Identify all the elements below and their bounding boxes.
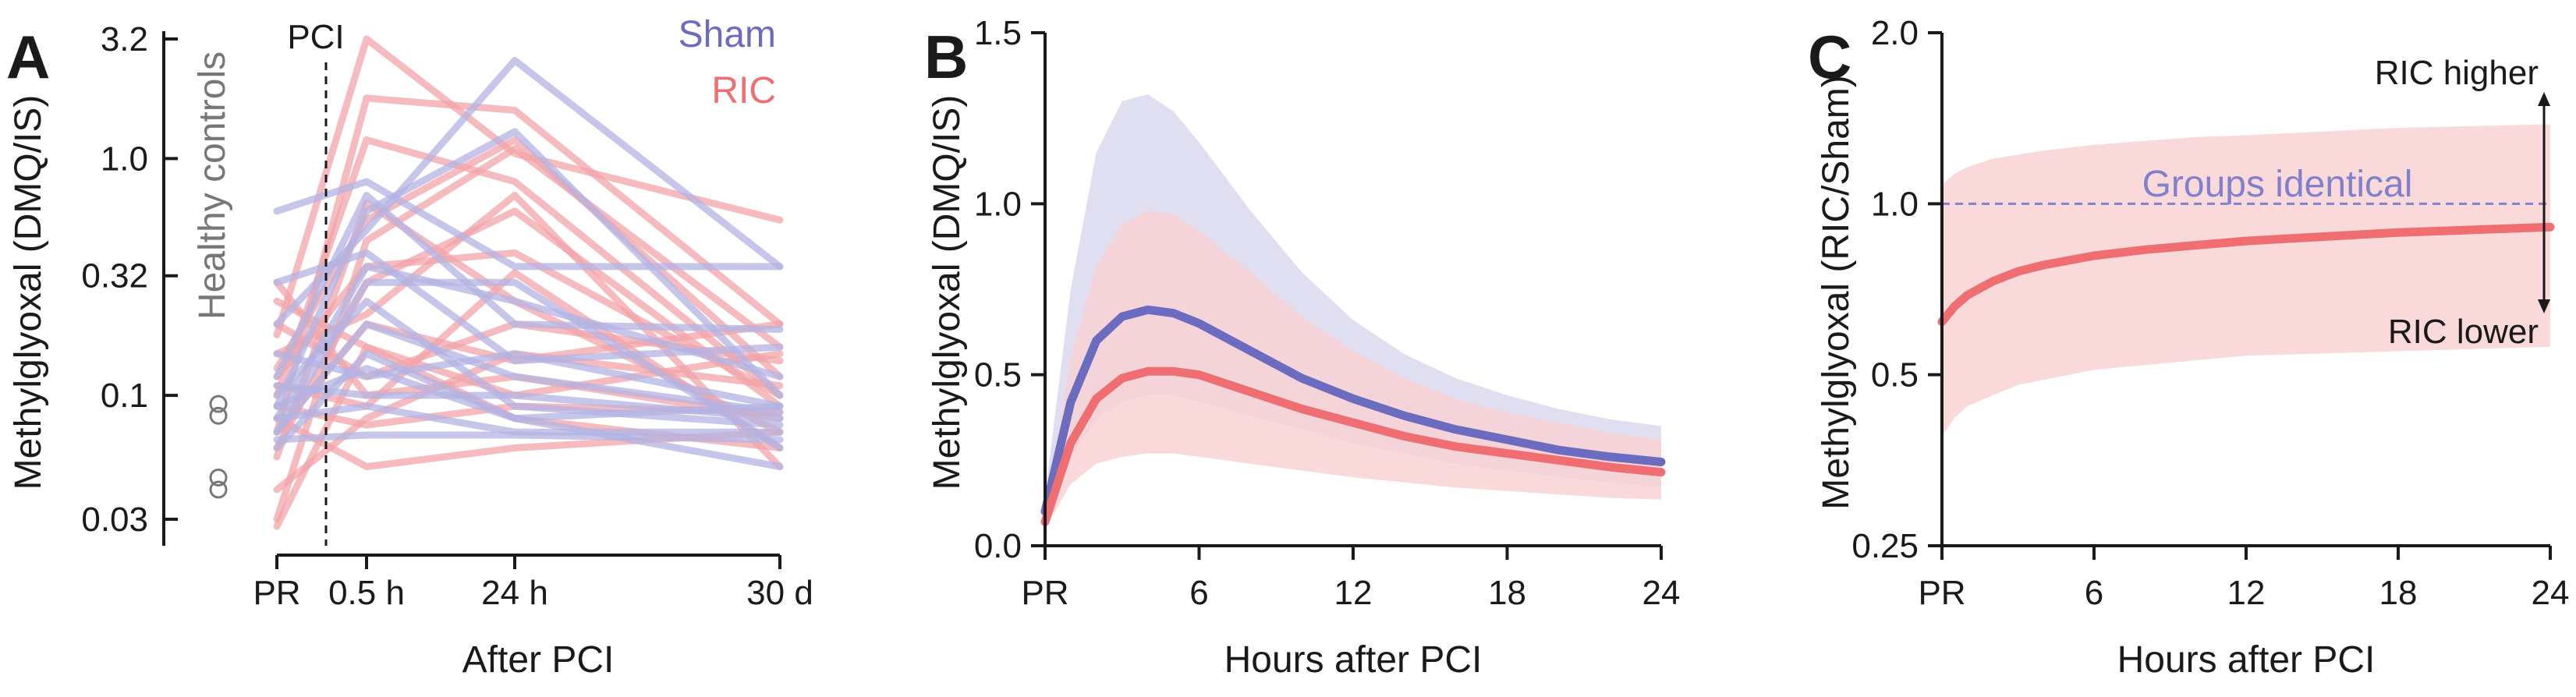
panel-c: C Groups identical RIC higher RIC lower … [1808, 14, 2569, 681]
panel-b-x-tick-label-2: 12 [1334, 574, 1373, 612]
panel-a-x-ticks: PR 0.5 h 24 h 30 d [253, 555, 813, 612]
panel-c-plot [1937, 124, 2555, 437]
panel-c-y-tick-label-2: 1.0 [1871, 185, 1919, 223]
legend-ric: RIC [711, 70, 776, 111]
panel-b-x-tick-label-1: 6 [1189, 574, 1208, 612]
panel-b-x-tick-label-4: 24 [1642, 574, 1681, 612]
healthy-controls-points [209, 394, 228, 499]
sham-subject-line-21 [273, 192, 784, 380]
sham-subject-line-29 [273, 402, 784, 436]
sham-subject-line-27 [273, 350, 784, 410]
legend-sham: Sham [679, 14, 776, 55]
panel-b-letter: B [924, 23, 968, 91]
panel-a-y-tick-label-1: 0.1 [101, 377, 148, 415]
panel-c-y-tick-label-1: 0.5 [1871, 356, 1919, 394]
panel-a: A PCI Healthy controls Sham RIC 0.030.10… [6, 14, 813, 681]
pci-label: PCI [287, 18, 344, 56]
healthy-control-point-2 [209, 469, 228, 486]
sham-subject-line-31 [273, 278, 784, 451]
panel-c-x-tick-label-1: 6 [2085, 574, 2103, 612]
groups-identical-label: Groups identical [2142, 164, 2413, 205]
sham-subject-line-28 [273, 249, 784, 365]
panel-c-x-tick-label-0: PR [1918, 574, 1965, 612]
panel-b-y-tick-label-0: 0.0 [974, 527, 1022, 565]
panel-a-series [273, 35, 784, 530]
ric-mean-curve [1040, 366, 1666, 526]
ric-subject-line-14 [273, 136, 784, 380]
sham-subject-line-32 [273, 365, 784, 423]
sham-subject-line-24 [273, 320, 784, 436]
healthy-control-point-0 [209, 394, 228, 413]
panel-b-y-label: Methylglyoxal (DMQ/IS) [927, 95, 968, 490]
panel-b-plot [1040, 94, 1666, 529]
panel-b-y-ticks: 0.0 0.5 1.0 1.5 [974, 14, 1045, 565]
panel-c-y-ticks: 0.25 0.5 1.0 2.0 [1851, 14, 1942, 565]
panel-c-y-tick-label-3: 2.0 [1871, 14, 1919, 52]
ratio-confidence-band [1942, 124, 2550, 437]
panel-a-legend: Sham RIC [679, 14, 776, 111]
panel-a-x-tick-label-3: 30 d [746, 574, 813, 612]
ric-lower-label: RIC lower [2388, 313, 2539, 351]
ric-higher-label: RIC higher [2375, 54, 2539, 92]
panel-b-x-tick-label-0: PR [1021, 574, 1068, 612]
ric-confidence-band [1045, 211, 1661, 529]
panel-a-y-ticks: 0.03 0.1 0.32 1.0 3.2 [81, 20, 178, 539]
panel-a-x-tick-label-1: 0.5 h [328, 574, 405, 612]
panel-a-y-tick-label-4: 3.2 [101, 20, 148, 58]
sham-subject-line-25 [273, 350, 784, 471]
ric-subject-line-12 [273, 192, 784, 471]
panel-b-x-tick-label-3: 18 [1488, 574, 1526, 612]
panel-c-x-label: Hours after PCI [2117, 639, 2376, 681]
panel-c-y-tick-label-0: 0.25 [1851, 527, 1919, 565]
panel-c-x-ticks: PR 6 12 18 24 [1918, 546, 2569, 612]
panel-b: B 0.0 0.5 1.0 1.5 PR 6 12 18 24 Methylglyoxal (… [924, 14, 1680, 681]
panel-c-x-tick-label-2: 12 [2227, 574, 2266, 612]
ric-direction-arrow [2538, 92, 2550, 313]
sham-subject-line-19 [273, 56, 784, 328]
healthy-control-point-3 [209, 480, 228, 499]
healthy-controls-label: Healthy controls [192, 51, 233, 320]
panel-c-x-tick-label-4: 24 [2532, 574, 2570, 612]
ric-subject-line-0 [273, 35, 784, 339]
panel-a-x-tick-label-2: 24 h [481, 574, 548, 612]
panel-b-x-label: Hours after PCI [1224, 639, 1483, 681]
panel-a-y-tick-label-3: 1.0 [101, 140, 148, 178]
panel-b-x-ticks: PR 6 12 18 24 [1021, 546, 1680, 612]
ratio-mean-curve [1937, 222, 2555, 327]
panel-a-x-label: After PCI [462, 639, 615, 681]
healthy-control-point-1 [209, 406, 228, 425]
sham-subject-line-30 [273, 431, 784, 444]
panel-a-x-tick-label-0: PR [253, 574, 300, 612]
sham-mean-curve [1040, 305, 1666, 516]
panel-a-y-tick-label-2: 0.32 [81, 257, 148, 295]
panel-b-y-tick-label-1: 0.5 [974, 356, 1022, 394]
panel-c-x-tick-label-3: 18 [2379, 574, 2418, 612]
panel-c-letter: C [1808, 23, 1851, 91]
panel-a-y-label: Methylglyoxal (DMQ/IS) [8, 95, 49, 490]
panel-b-y-tick-label-2: 1.0 [974, 185, 1022, 223]
panel-b-y-tick-label-3: 1.5 [974, 14, 1022, 52]
panel-c-y-label: Methylglyoxal (RIC/Sham) [1816, 75, 1857, 509]
panel-a-letter: A [6, 23, 50, 91]
panel-a-y-tick-label-0: 0.03 [81, 501, 148, 539]
sham-subject-line-20 [273, 128, 784, 410]
